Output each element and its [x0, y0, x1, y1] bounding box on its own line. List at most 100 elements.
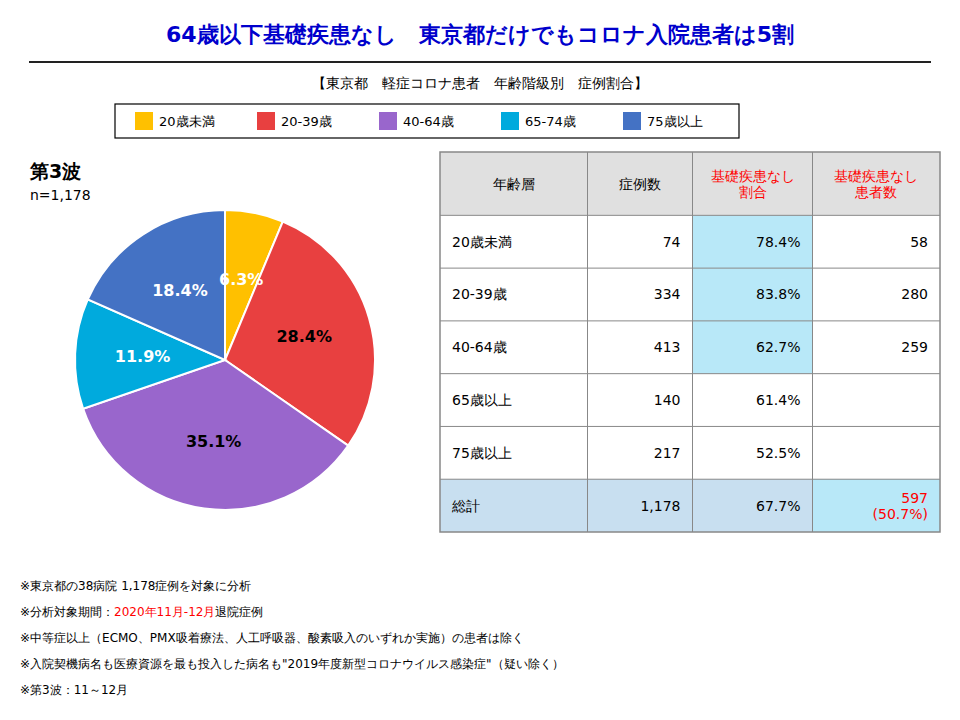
table-cell: 58 — [910, 234, 928, 250]
legend-item: 20-39歳 — [257, 112, 332, 130]
table-cell-line: 20歳未満 — [452, 234, 512, 250]
table-border — [440, 152, 940, 532]
table-cell: 74 — [663, 234, 681, 250]
table-header-line: 症例数 — [619, 176, 661, 192]
legend-swatch — [257, 112, 275, 130]
table-cell-line: 52.5% — [756, 445, 800, 461]
table-cell-line: 334 — [654, 286, 681, 302]
table-cell-line: 280 — [901, 286, 928, 302]
footnotes: ※東京都の38病院 1,178症例を対象に分析 ※分析対象期間：2020年11月-… — [20, 579, 564, 697]
data-labels: 6.3% 28.4% 35.1% 11.9% 18.4% — [115, 270, 332, 452]
legend-item: 20歳未満 — [135, 112, 215, 130]
table-cell: 83.8% — [756, 286, 800, 302]
table: 年齢層症例数基礎疾患なし割合基礎疾患なし患者数20歳未満7478.4%5820-… — [440, 152, 940, 532]
data-label: 18.4% — [152, 281, 208, 300]
data-label: 28.4% — [276, 327, 332, 346]
table-header: 基礎疾患なし割合 — [711, 168, 795, 200]
table-cell: 259 — [901, 339, 928, 355]
table-highlight — [693, 215, 813, 268]
table-cell: 67.7% — [756, 498, 800, 514]
footnote: ※中等症以上（ECMO、PMX吸着療法、人工呼吸器、酸素吸入のいずれか実施）の患… — [20, 631, 524, 645]
legend-swatch — [501, 112, 519, 130]
table-cell-line: 65歳以上 — [452, 392, 512, 408]
data-label: 11.9% — [115, 347, 171, 366]
table-cell-line: 597 — [901, 490, 928, 506]
pie — [75, 210, 375, 510]
table-header-bg — [440, 152, 940, 215]
table-cell-line: 62.7% — [756, 339, 800, 355]
table-cell: 20-39歳 — [452, 286, 507, 302]
title-rule — [29, 61, 931, 63]
table-cell-line: 259 — [901, 339, 928, 355]
footnote-part: ※中等症以上（ECMO、PMX吸着療法、人工呼吸器、酸素吸入のいずれか実施）の患… — [20, 631, 524, 645]
legend-item: 65-74歳 — [501, 112, 576, 130]
table-cell-line: 83.8% — [756, 286, 800, 302]
footnote: ※第3波：11～12月 — [20, 683, 128, 697]
footnote-part: ※入院契機病名も医療資源を最も投入した病名も"2019年度新型コロナウイルス感染… — [20, 657, 564, 671]
table-cell: 40-64歳 — [452, 339, 507, 355]
table-rule — [440, 426, 940, 427]
table-cell-line: 217 — [654, 445, 681, 461]
legend-label: 65-74歳 — [525, 114, 576, 129]
table-header-line: 割合 — [739, 184, 767, 200]
table-highlight — [693, 268, 813, 321]
table-cell: 75歳以上 — [452, 445, 512, 461]
table-cell-line: 67.7% — [756, 498, 800, 514]
chart: 64歳以下基礎疾患なし 東京都だけでもコロナ入院患者は5割【東京都 軽症コロナ患… — [0, 0, 960, 720]
footnote-part: ※第3波：11～12月 — [20, 683, 128, 697]
table-cell: 78.4% — [756, 234, 800, 250]
annotation: 第3波 — [29, 160, 81, 182]
table-cell-line: (50.7%) — [873, 506, 928, 522]
legend: 20歳未満 20-39歳 40-64歳 65-74歳 75歳以上 — [115, 104, 739, 138]
table-cell: 総計 — [451, 498, 480, 514]
table-cell-line: 413 — [654, 339, 681, 355]
table-header: 基礎疾患なし患者数 — [834, 168, 918, 200]
table-cell: 52.5% — [756, 445, 800, 461]
data-label: 6.3% — [219, 270, 263, 289]
legend-label: 40-64歳 — [403, 114, 454, 129]
table-cell: 140 — [654, 392, 681, 408]
table-cell: 61.4% — [756, 392, 800, 408]
table-header: 症例数 — [619, 176, 661, 192]
legend-label: 75歳以上 — [647, 114, 703, 129]
table-rule — [440, 320, 940, 321]
table-cell-line: 140 — [654, 392, 681, 408]
table-cell-line: 58 — [910, 234, 928, 250]
footnote-part: ※分析対象期間： — [20, 605, 114, 619]
table-cell-line: 74 — [663, 234, 681, 250]
table-last-row-bg — [440, 479, 940, 532]
table-cell-line: 総計 — [451, 498, 480, 514]
title: 64歳以下基礎疾患なし 東京都だけでもコロナ入院患者は5割 — [166, 22, 794, 47]
legend-label: 20-39歳 — [281, 114, 332, 129]
footnote-part: 2020年11月-12月 — [114, 605, 215, 619]
footnote-part: ※東京都の38病院 1,178症例を対象に分析 — [20, 579, 252, 593]
table-header-line: 基礎疾患なし — [834, 168, 918, 184]
table-cell-line: 75歳以上 — [452, 445, 512, 461]
table-cell-line: 1,178 — [640, 498, 680, 514]
pie-slice — [88, 210, 225, 360]
table-cell-line: 40-64歳 — [452, 339, 507, 355]
table-cell-line: 20-39歳 — [452, 286, 507, 302]
footnote-part: 退院症例 — [215, 605, 263, 619]
table-cell: 413 — [654, 339, 681, 355]
table-rule — [587, 152, 588, 532]
data-label: 35.1% — [186, 432, 242, 451]
table-header-line: 患者数 — [854, 184, 897, 200]
table-rule — [692, 152, 693, 532]
legend-label: 20歳未満 — [159, 114, 215, 129]
table-cell: 65歳以上 — [452, 392, 512, 408]
table-cell: 20歳未満 — [452, 234, 512, 250]
annotation: n=1,178 — [30, 187, 91, 203]
table-cell-line: 78.4% — [756, 234, 800, 250]
table-cell: 62.7% — [756, 339, 800, 355]
legend-item: 40-64歳 — [379, 112, 454, 130]
table-cell: 334 — [654, 286, 681, 302]
footnote: ※入院契機病名も医療資源を最も投入した病名も"2019年度新型コロナウイルス感染… — [20, 657, 564, 671]
table-rule — [440, 268, 940, 269]
table-header: 年齢層 — [493, 176, 535, 192]
table-cell: 597(50.7%) — [873, 490, 928, 522]
table-highlight — [813, 479, 941, 532]
legend-swatch — [623, 112, 641, 130]
table-rule — [812, 152, 813, 532]
table-rule — [440, 373, 940, 374]
